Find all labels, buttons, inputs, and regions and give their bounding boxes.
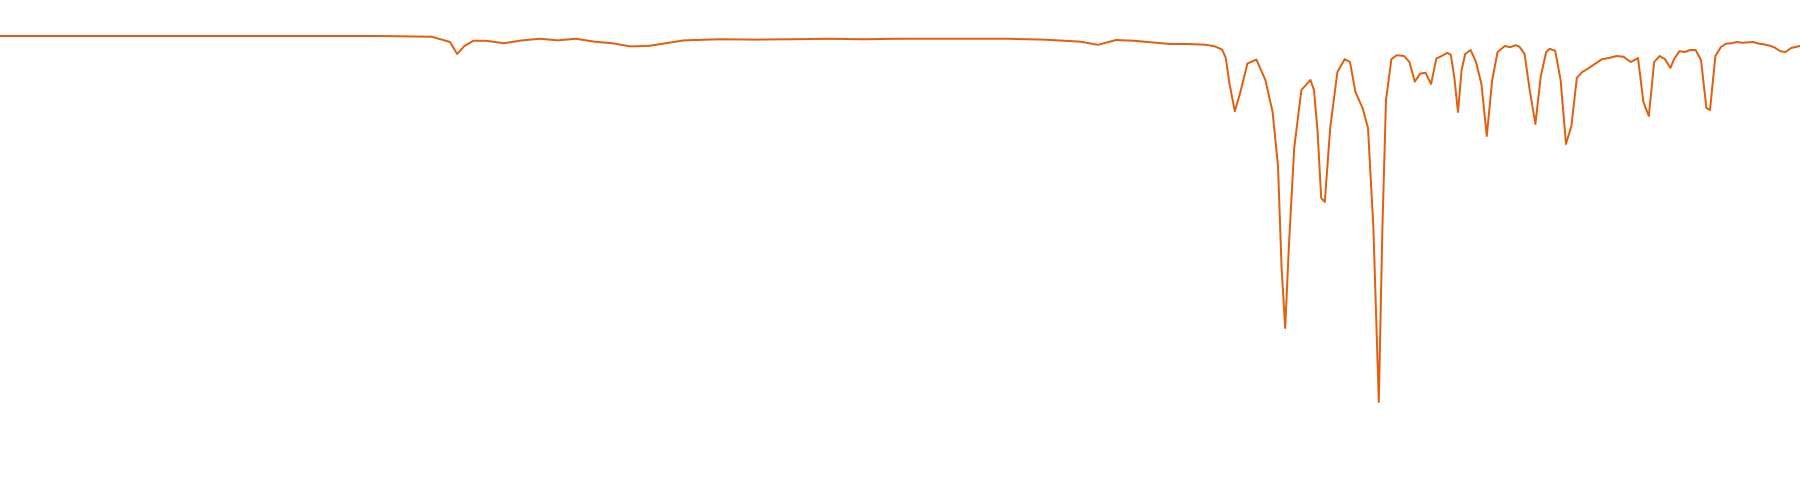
series-line-0 (0, 35, 1800, 403)
series-layer (0, 35, 1800, 403)
